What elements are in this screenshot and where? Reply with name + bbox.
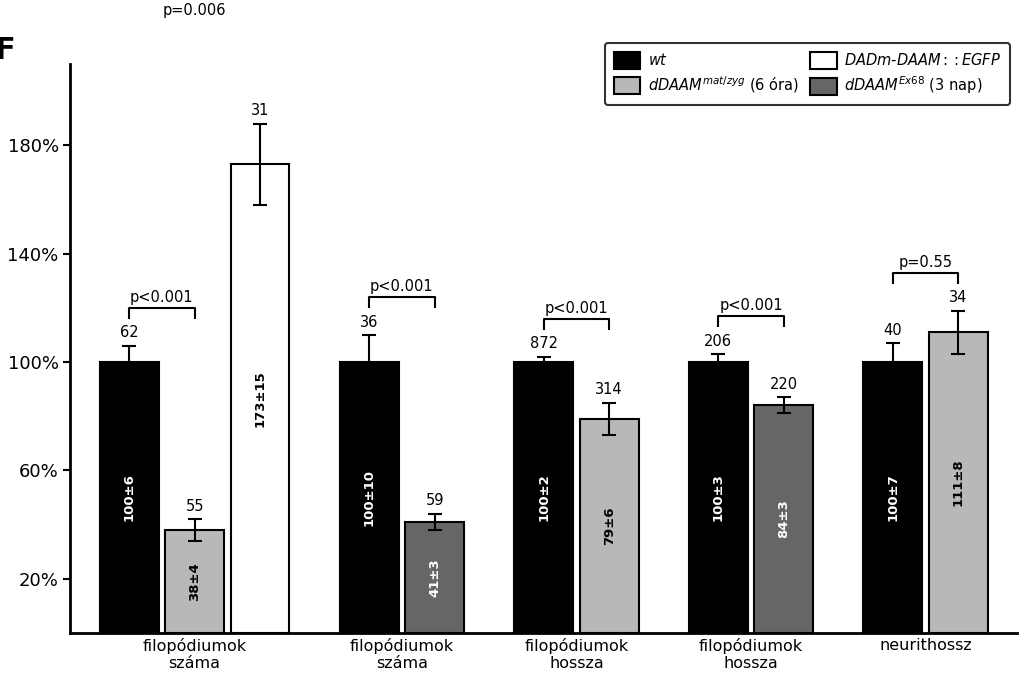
Bar bbox=[99, 362, 159, 633]
Text: p=0.55: p=0.55 bbox=[899, 255, 952, 270]
Text: 84±3: 84±3 bbox=[777, 500, 791, 538]
Text: p<0.001: p<0.001 bbox=[719, 298, 782, 313]
Text: 872: 872 bbox=[529, 336, 558, 351]
Text: 38±4: 38±4 bbox=[188, 562, 201, 601]
Bar bbox=[689, 362, 748, 633]
Bar bbox=[230, 164, 290, 633]
Text: 100±2: 100±2 bbox=[538, 473, 550, 521]
Text: p=0.006: p=0.006 bbox=[163, 3, 226, 18]
Text: 100±6: 100±6 bbox=[123, 473, 135, 521]
Text: F: F bbox=[0, 36, 15, 65]
Text: p<0.001: p<0.001 bbox=[545, 301, 608, 316]
Text: 100±3: 100±3 bbox=[712, 473, 725, 521]
Bar bbox=[929, 332, 988, 633]
Text: 100±7: 100±7 bbox=[887, 473, 899, 521]
Text: 79±6: 79±6 bbox=[603, 506, 615, 545]
Text: 55: 55 bbox=[185, 498, 204, 514]
Text: 31: 31 bbox=[251, 103, 269, 119]
Text: 59: 59 bbox=[425, 494, 443, 508]
Text: 314: 314 bbox=[595, 382, 623, 397]
Text: 173±15: 173±15 bbox=[254, 370, 266, 427]
Bar bbox=[340, 362, 398, 633]
Bar bbox=[514, 362, 573, 633]
Text: 111±8: 111±8 bbox=[952, 459, 965, 506]
Text: 100±10: 100±10 bbox=[362, 469, 376, 526]
Text: 220: 220 bbox=[770, 377, 798, 392]
Bar bbox=[580, 419, 639, 633]
Text: 206: 206 bbox=[705, 334, 732, 348]
Text: 62: 62 bbox=[120, 325, 138, 340]
Legend: $wt$, $dDAAM^{mat/zyg}$ (6 óra), $DADm$-$DAAM::EGFP$, $dDAAM^{Ex68}$ (3 nap): $wt$, $dDAAM^{mat/zyg}$ (6 óra), $DADm$-… bbox=[605, 43, 1010, 105]
Text: 34: 34 bbox=[949, 290, 968, 305]
Bar bbox=[755, 405, 813, 633]
Bar bbox=[406, 522, 464, 633]
Bar bbox=[863, 362, 923, 633]
Text: 40: 40 bbox=[884, 323, 902, 338]
Text: p<0.001: p<0.001 bbox=[130, 290, 194, 305]
Text: 36: 36 bbox=[360, 315, 379, 330]
Bar bbox=[165, 530, 224, 633]
Text: 41±3: 41±3 bbox=[428, 558, 441, 597]
Text: p<0.001: p<0.001 bbox=[370, 279, 434, 294]
